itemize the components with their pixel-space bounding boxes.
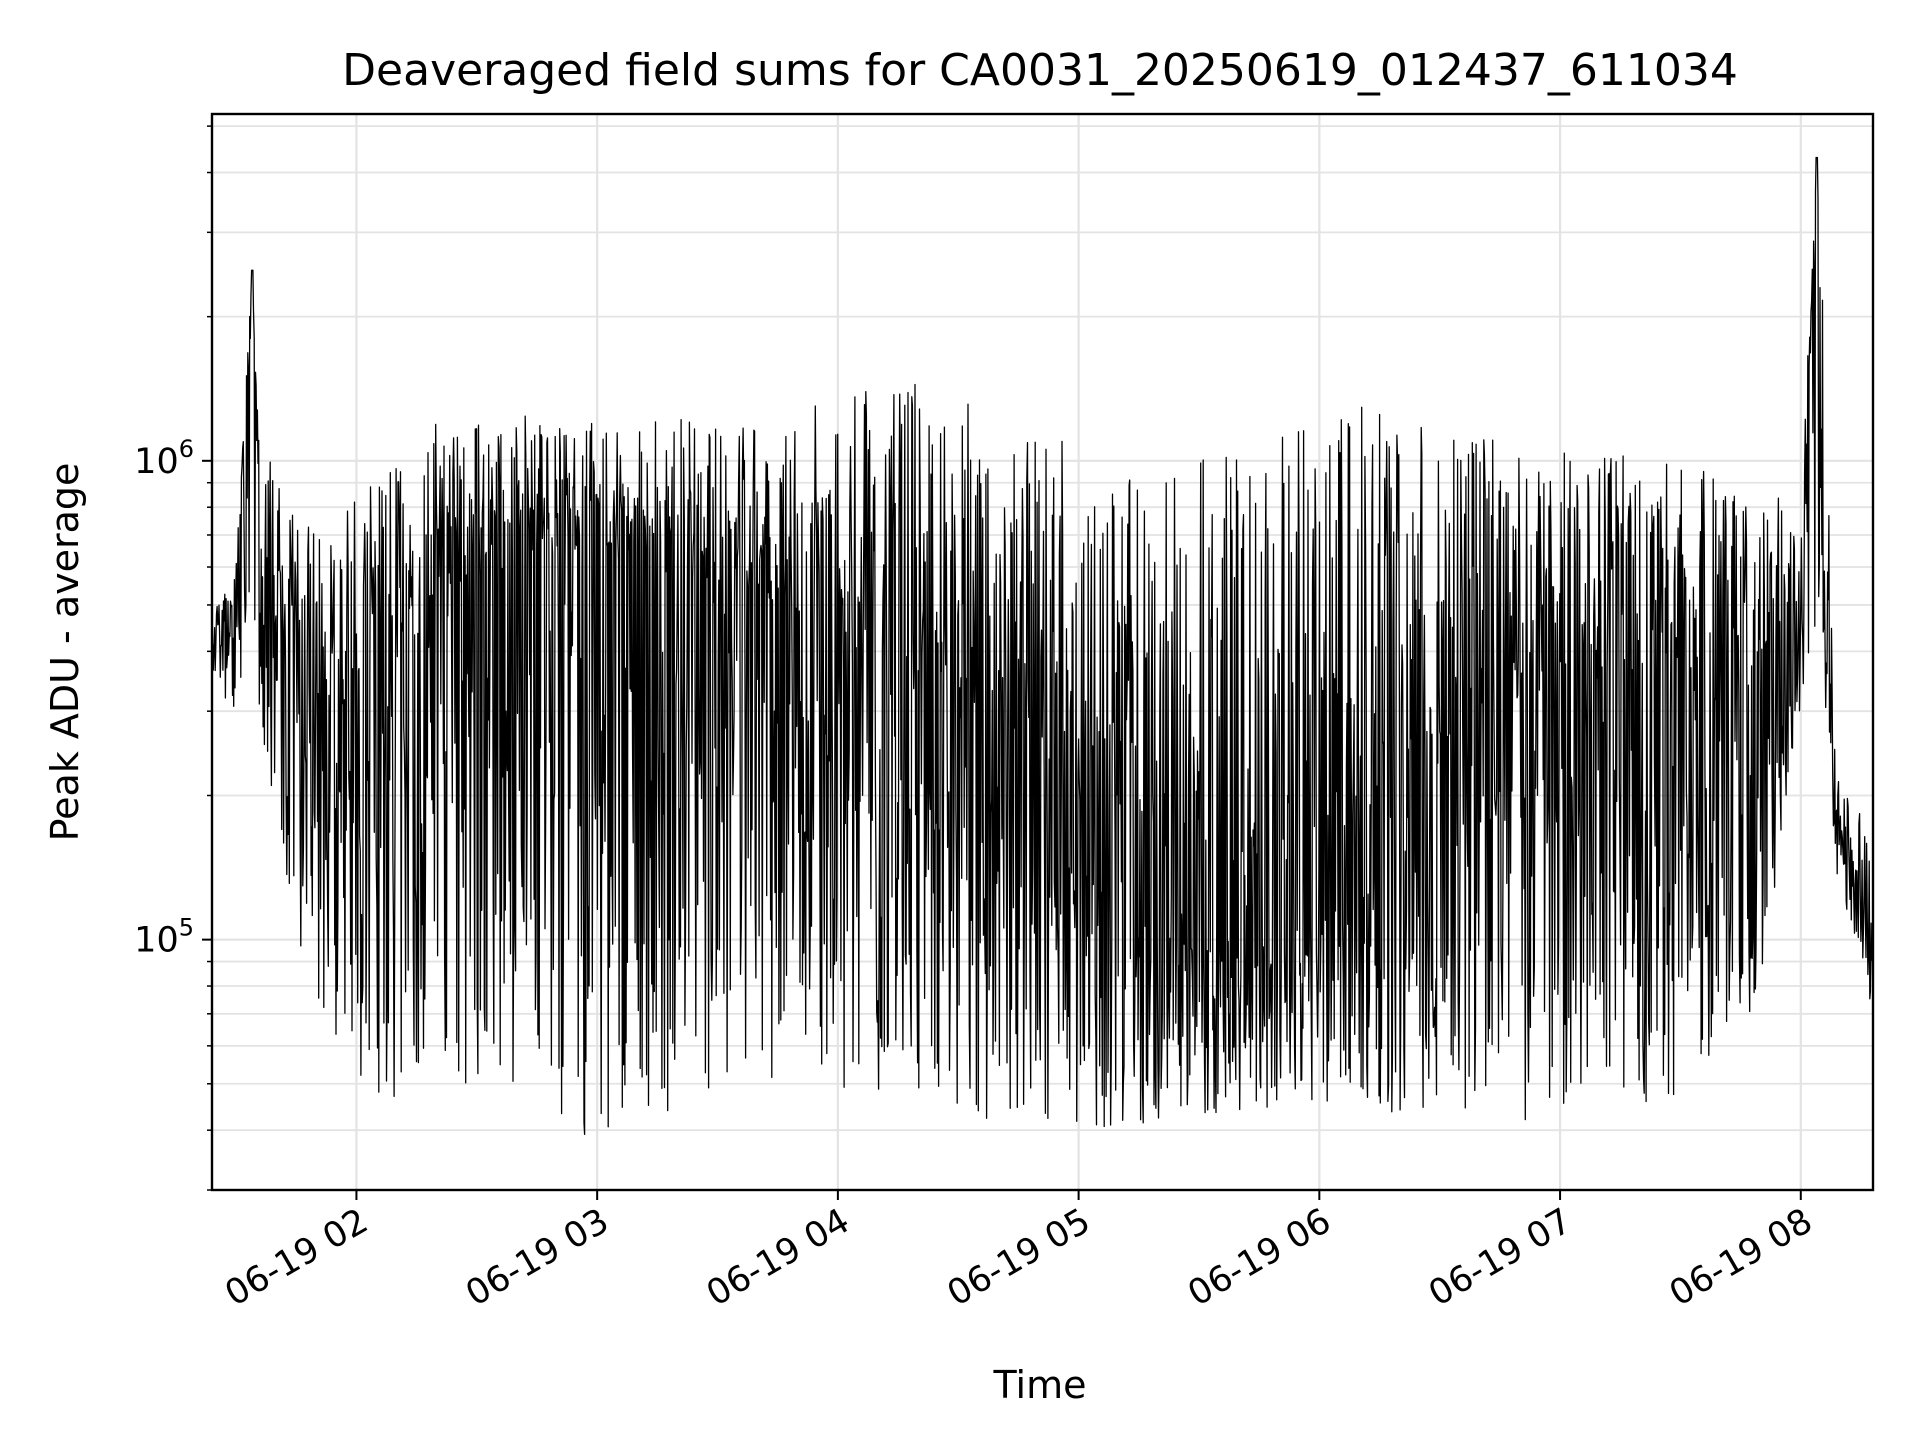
series-line bbox=[211, 156, 1874, 1136]
y-tick-exponent: 5 bbox=[179, 914, 194, 942]
y-tick-label: 106 bbox=[134, 435, 194, 482]
y-axis-label: Peak ADU - average bbox=[43, 463, 87, 842]
x-axis-label: Time bbox=[993, 1363, 1087, 1407]
chart-title: Deaveraged field sums for CA0031_2025061… bbox=[342, 45, 1738, 96]
y-tick-label: 105 bbox=[134, 914, 194, 961]
y-tick-base: 10 bbox=[134, 921, 179, 961]
series-path bbox=[211, 156, 1874, 1136]
y-tick-exponent: 6 bbox=[179, 435, 194, 463]
y-tick-base: 10 bbox=[134, 442, 179, 482]
